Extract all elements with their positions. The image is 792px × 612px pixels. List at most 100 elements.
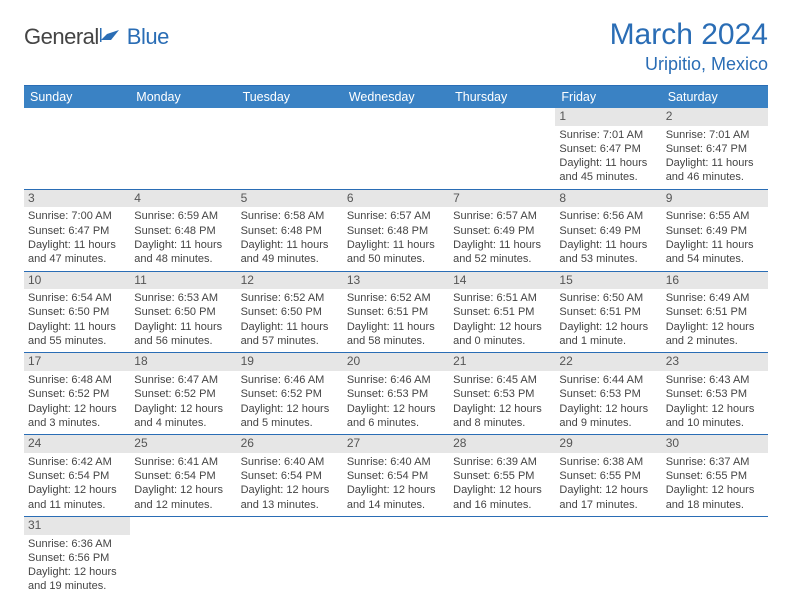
brand-name: General [24,24,99,50]
calendar-day-cell: 1Sunrise: 7:01 AMSunset: 6:47 PMDaylight… [555,108,661,189]
weekday-header: Tuesday [237,86,343,109]
calendar-day-cell: 31Sunrise: 6:36 AMSunset: 6:56 PMDayligh… [24,516,130,597]
calendar-day-cell: 16Sunrise: 6:49 AMSunset: 6:51 PMDayligh… [662,271,768,353]
day-number: 11 [130,272,236,290]
daylight2-text: and 55 minutes. [28,334,126,348]
sunset-text: Sunset: 6:47 PM [559,142,657,156]
sunrise-text: Sunrise: 7:01 AM [559,128,657,142]
daylight1-text: Daylight: 12 hours [666,320,764,334]
daylight2-text: and 1 minute. [559,334,657,348]
day-number: 21 [449,353,555,371]
daylight1-text: Daylight: 12 hours [666,483,764,497]
location-subtitle: Uripitio, Mexico [610,54,768,75]
day-number: 30 [662,435,768,453]
sunset-text: Sunset: 6:51 PM [559,305,657,319]
daylight2-text: and 45 minutes. [559,170,657,184]
calendar-day-cell: 5Sunrise: 6:58 AMSunset: 6:48 PMDaylight… [237,189,343,271]
calendar-day-cell [343,516,449,597]
calendar-day-cell: 2Sunrise: 7:01 AMSunset: 6:47 PMDaylight… [662,108,768,189]
sunset-text: Sunset: 6:50 PM [134,305,232,319]
daylight2-text: and 58 minutes. [347,334,445,348]
day-number: 3 [24,190,130,208]
daylight1-text: Daylight: 12 hours [134,483,232,497]
calendar-day-cell: 21Sunrise: 6:45 AMSunset: 6:53 PMDayligh… [449,353,555,435]
sunset-text: Sunset: 6:48 PM [347,224,445,238]
daylight1-text: Daylight: 12 hours [134,402,232,416]
sunset-text: Sunset: 6:53 PM [666,387,764,401]
daylight2-text: and 13 minutes. [241,498,339,512]
daylight1-text: Daylight: 12 hours [559,402,657,416]
sunset-text: Sunset: 6:50 PM [28,305,126,319]
calendar-day-cell: 4Sunrise: 6:59 AMSunset: 6:48 PMDaylight… [130,189,236,271]
day-number: 28 [449,435,555,453]
day-number: 31 [24,517,130,535]
daylight2-text: and 46 minutes. [666,170,764,184]
daylight2-text: and 16 minutes. [453,498,551,512]
sunset-text: Sunset: 6:52 PM [134,387,232,401]
daylight2-text: and 0 minutes. [453,334,551,348]
sunrise-text: Sunrise: 6:53 AM [134,291,232,305]
daylight2-text: and 19 minutes. [28,579,126,593]
sunset-text: Sunset: 6:54 PM [241,469,339,483]
calendar-day-cell: 18Sunrise: 6:47 AMSunset: 6:52 PMDayligh… [130,353,236,435]
daylight1-text: Daylight: 11 hours [241,320,339,334]
day-number: 8 [555,190,661,208]
calendar-day-cell [24,108,130,189]
daylight2-text: and 52 minutes. [453,252,551,266]
sunset-text: Sunset: 6:53 PM [347,387,445,401]
daylight2-text: and 53 minutes. [559,252,657,266]
sunrise-text: Sunrise: 6:46 AM [347,373,445,387]
day-number: 17 [24,353,130,371]
calendar-day-cell: 9Sunrise: 6:55 AMSunset: 6:49 PMDaylight… [662,189,768,271]
calendar-day-cell: 17Sunrise: 6:48 AMSunset: 6:52 PMDayligh… [24,353,130,435]
calendar-day-cell: 7Sunrise: 6:57 AMSunset: 6:49 PMDaylight… [449,189,555,271]
sunrise-text: Sunrise: 6:51 AM [453,291,551,305]
sunrise-text: Sunrise: 6:46 AM [241,373,339,387]
daylight1-text: Daylight: 11 hours [134,238,232,252]
sunset-text: Sunset: 6:52 PM [28,387,126,401]
sunrise-text: Sunrise: 6:42 AM [28,455,126,469]
sunset-text: Sunset: 6:47 PM [28,224,126,238]
day-number: 22 [555,353,661,371]
sunrise-text: Sunrise: 6:54 AM [28,291,126,305]
day-number: 2 [662,108,768,126]
sunrise-text: Sunrise: 6:39 AM [453,455,551,469]
calendar-day-cell: 22Sunrise: 6:44 AMSunset: 6:53 PMDayligh… [555,353,661,435]
day-number: 18 [130,353,236,371]
daylight1-text: Daylight: 12 hours [241,402,339,416]
sunset-text: Sunset: 6:53 PM [453,387,551,401]
weekday-header: Sunday [24,86,130,109]
daylight1-text: Daylight: 11 hours [666,238,764,252]
calendar-day-cell: 28Sunrise: 6:39 AMSunset: 6:55 PMDayligh… [449,435,555,517]
daylight1-text: Daylight: 12 hours [453,320,551,334]
sunrise-text: Sunrise: 6:38 AM [559,455,657,469]
calendar-week-row: 1Sunrise: 7:01 AMSunset: 6:47 PMDaylight… [24,108,768,189]
weekday-header: Monday [130,86,236,109]
day-number: 19 [237,353,343,371]
calendar-day-cell [343,108,449,189]
sunrise-text: Sunrise: 6:57 AM [347,209,445,223]
daylight1-text: Daylight: 11 hours [666,156,764,170]
daylight1-text: Daylight: 12 hours [666,402,764,416]
sunrise-text: Sunrise: 6:41 AM [134,455,232,469]
sunset-text: Sunset: 6:55 PM [559,469,657,483]
calendar-day-cell [449,516,555,597]
sunrise-text: Sunrise: 6:36 AM [28,537,126,551]
sunset-text: Sunset: 6:49 PM [559,224,657,238]
sunrise-text: Sunrise: 6:57 AM [453,209,551,223]
daylight1-text: Daylight: 11 hours [28,320,126,334]
page-title: March 2024 [610,18,768,52]
daylight1-text: Daylight: 12 hours [559,320,657,334]
daylight2-text: and 48 minutes. [134,252,232,266]
calendar-day-cell [237,516,343,597]
sunrise-text: Sunrise: 6:58 AM [241,209,339,223]
sunrise-text: Sunrise: 6:55 AM [666,209,764,223]
day-number: 23 [662,353,768,371]
daylight2-text: and 6 minutes. [347,416,445,430]
weekday-header-row: Sunday Monday Tuesday Wednesday Thursday… [24,86,768,109]
daylight2-text: and 2 minutes. [666,334,764,348]
day-number: 16 [662,272,768,290]
calendar-day-cell: 14Sunrise: 6:51 AMSunset: 6:51 PMDayligh… [449,271,555,353]
sunset-text: Sunset: 6:51 PM [666,305,764,319]
calendar-day-cell: 20Sunrise: 6:46 AMSunset: 6:53 PMDayligh… [343,353,449,435]
